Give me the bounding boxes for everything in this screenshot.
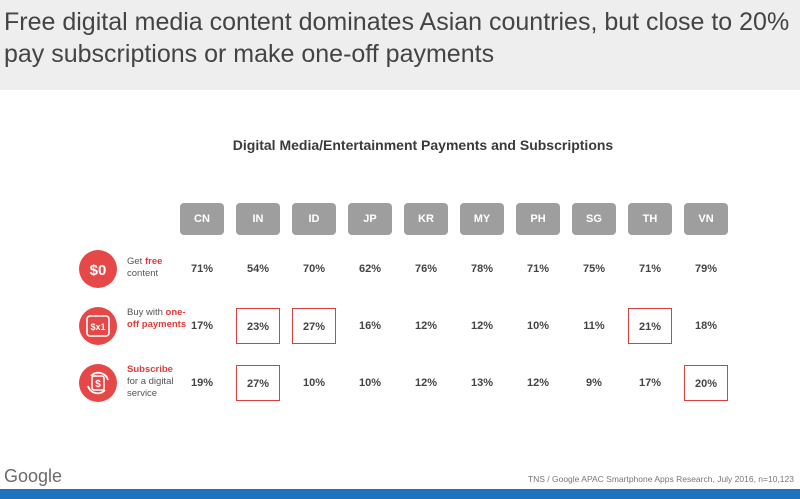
value-cell-cn: 71%: [190, 263, 214, 275]
dollar-times-one-icon: $x1: [79, 307, 117, 345]
value-cell-my: 13%: [470, 377, 494, 389]
column-header-jp: JP: [348, 203, 392, 235]
value-cell-cn: 19%: [190, 377, 214, 389]
column-header-th: TH: [628, 203, 672, 235]
subscription-cycle-icon: $: [79, 364, 117, 402]
value-cell-kr: 12%: [414, 320, 438, 332]
source-note: TNS / Google APAC Smartphone Apps Resear…: [527, 474, 794, 484]
row-label-highlight: free: [144, 256, 163, 267]
row-label-text: Get: [127, 256, 145, 267]
svg-text:$x1: $x1: [90, 322, 105, 332]
dollar-zero-icon: $0: [79, 250, 117, 288]
value-cell-kr: 12%: [414, 377, 438, 389]
value-cell-ph: 12%: [526, 377, 550, 389]
value-cell-id: 27%: [292, 308, 336, 344]
value-cell-th: 17%: [638, 377, 662, 389]
row-label-text: for a digital service: [127, 376, 174, 399]
value-cell-jp: 62%: [358, 263, 382, 275]
value-cell-vn: 79%: [694, 263, 718, 275]
column-header-in: IN: [236, 203, 280, 235]
row-label-highlight: one-off payments: [127, 307, 187, 330]
value-cell-ph: 10%: [526, 320, 550, 332]
row-label: Get free content: [127, 256, 187, 280]
bottom-bar: [0, 489, 800, 499]
value-cell-id: 70%: [302, 263, 326, 275]
value-cell-vn: 18%: [694, 320, 718, 332]
value-cell-my: 78%: [470, 263, 494, 275]
row-label-text: Buy with: [127, 307, 166, 318]
value-cell-vn: 20%: [684, 365, 728, 401]
column-header-cn: CN: [180, 203, 224, 235]
column-header-ph: PH: [516, 203, 560, 235]
header-band: Free digital media content dominates Asi…: [0, 0, 800, 90]
value-cell-kr: 76%: [414, 263, 438, 275]
chart-title: Digital Media/Entertainment Payments and…: [232, 137, 614, 153]
value-cell-cn: 17%: [190, 320, 214, 332]
svg-text:$: $: [95, 379, 101, 390]
value-cell-in: 54%: [246, 263, 270, 275]
row-label: Subscribe for a digital service: [127, 364, 187, 400]
column-header-id: ID: [292, 203, 336, 235]
column-header-vn: VN: [684, 203, 728, 235]
value-cell-sg: 9%: [586, 377, 602, 389]
row-label: Buy with one-off payments: [127, 307, 187, 331]
value-cell-jp: 10%: [358, 377, 382, 389]
column-header-sg: SG: [572, 203, 616, 235]
row-label-text: content: [127, 268, 159, 279]
column-header-kr: KR: [404, 203, 448, 235]
value-cell-id: 10%: [302, 377, 326, 389]
value-cell-jp: 16%: [358, 320, 382, 332]
value-cell-ph: 71%: [526, 263, 550, 275]
value-cell-in: 23%: [236, 308, 280, 344]
svg-text:$0: $0: [90, 262, 107, 279]
value-cell-in: 27%: [236, 365, 280, 401]
value-cell-sg: 75%: [582, 263, 606, 275]
row-label-highlight: Subscribe: [127, 364, 173, 375]
value-cell-sg: 11%: [583, 320, 605, 332]
value-cell-th: 71%: [638, 263, 662, 275]
value-cell-my: 12%: [470, 320, 494, 332]
headline: Free digital media content dominates Asi…: [4, 8, 790, 68]
value-cell-th: 21%: [628, 308, 672, 344]
column-header-my: MY: [460, 203, 504, 235]
google-logo: Google: [4, 466, 63, 486]
